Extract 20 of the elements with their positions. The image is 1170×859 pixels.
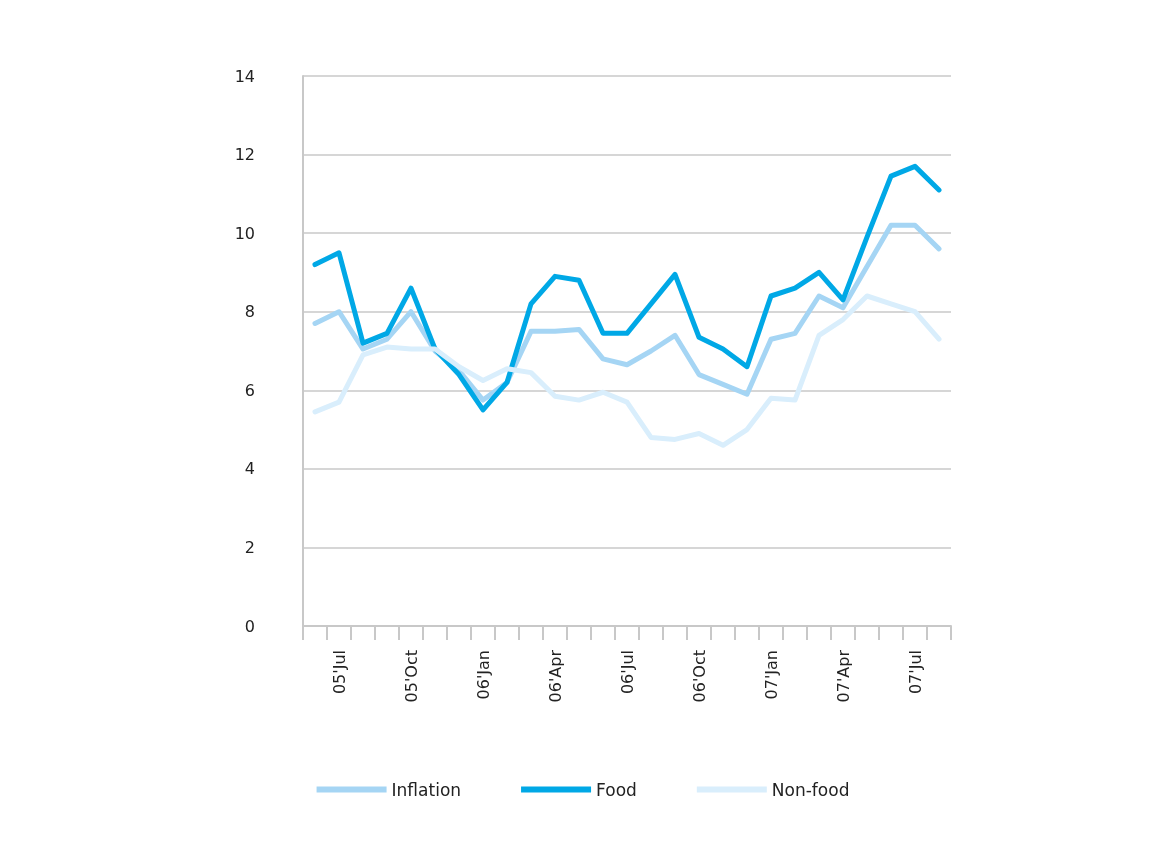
legend-label: Non-food (771, 779, 850, 800)
y-tick-label: 6 (244, 380, 255, 400)
y-tick-label: 12 (234, 145, 255, 165)
x-tick-label: 06'Apr (545, 649, 565, 703)
x-tick-label: 06'Jan (473, 650, 493, 700)
y-tick-label: 10 (234, 223, 255, 243)
y-tick-label: 0 (244, 616, 255, 636)
y-tick-label: 14 (234, 66, 255, 86)
x-tick-label: 07'Apr (833, 649, 853, 703)
x-tick-label: 05'Jul (329, 650, 349, 695)
y-tick-label: 8 (244, 302, 255, 322)
x-tick-label: 07'Jul (905, 650, 925, 695)
y-tick-label: 4 (244, 459, 255, 479)
x-tick-label: 07'Jan (761, 650, 781, 700)
legend-label: Inflation (391, 779, 462, 800)
x-tick-label: 06'Jul (617, 650, 637, 695)
y-tick-label: 2 (244, 537, 255, 557)
x-tick-label: 06'Oct (689, 650, 709, 703)
legend-label: Food (596, 779, 637, 800)
x-tick-label: 05'Oct (401, 650, 421, 703)
